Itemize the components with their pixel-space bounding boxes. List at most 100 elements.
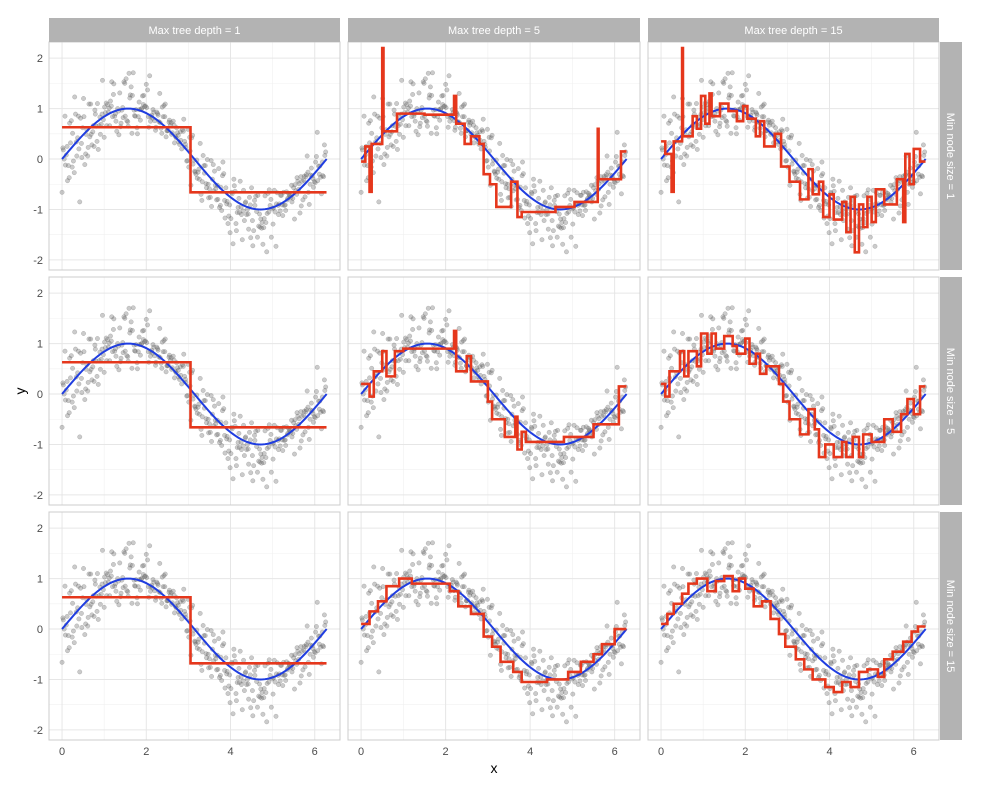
data-point (842, 434, 848, 440)
data-point (761, 584, 767, 590)
data-point (74, 623, 80, 629)
data-point (137, 352, 143, 358)
data-point (612, 415, 618, 421)
data-point (261, 686, 267, 691)
data-point (494, 410, 500, 416)
data-point (369, 600, 375, 606)
data-point (672, 111, 677, 117)
data-point (757, 595, 763, 601)
data-point (471, 375, 477, 381)
data-point (236, 445, 242, 450)
data-point (659, 147, 665, 153)
data-point (550, 463, 556, 469)
data-point (604, 623, 610, 629)
data-point (847, 705, 853, 711)
data-point (87, 369, 93, 375)
data-point (545, 696, 551, 702)
data-point (273, 713, 279, 719)
data-point (384, 379, 390, 385)
data-point (97, 366, 103, 372)
data-point (210, 397, 216, 403)
data-point (531, 418, 537, 424)
data-point (664, 163, 670, 169)
data-point (568, 196, 574, 202)
data-point (458, 365, 464, 371)
data-point (529, 426, 535, 432)
data-point (532, 423, 538, 429)
data-point (108, 573, 114, 579)
data-point (829, 241, 835, 247)
data-point (658, 659, 664, 665)
data-point (384, 623, 390, 629)
data-point (67, 355, 73, 361)
data-point (489, 602, 495, 608)
data-point (420, 79, 426, 85)
data-point (566, 187, 572, 193)
data-point (79, 390, 85, 395)
data-point (259, 220, 265, 226)
data-point (226, 213, 232, 219)
data-point (233, 698, 239, 704)
data-point (815, 401, 821, 407)
data-point (728, 365, 734, 371)
data-point (272, 209, 278, 215)
data-point (70, 393, 76, 399)
data-point (73, 111, 78, 117)
data-point (838, 707, 844, 713)
data-point (213, 421, 219, 427)
data-point (239, 447, 244, 452)
data-point (249, 185, 255, 191)
data-point (856, 459, 862, 465)
data-point (433, 595, 439, 601)
data-point (128, 84, 134, 90)
data-point (306, 201, 312, 207)
data-point (427, 319, 433, 325)
data-point (400, 369, 406, 375)
data-point (233, 228, 239, 234)
row-strip-label-1: Min node size = 1 (944, 113, 956, 200)
data-point (296, 416, 302, 422)
data-point (564, 719, 569, 725)
data-point (582, 437, 588, 443)
data-point (614, 364, 620, 370)
data-point (416, 560, 422, 566)
data-point (605, 659, 611, 665)
data-point (505, 416, 511, 422)
data-point (168, 355, 174, 361)
data-point (505, 181, 511, 187)
x-tick-label: 4 (527, 746, 533, 758)
data-point (922, 619, 928, 625)
data-point (756, 326, 762, 331)
data-point (836, 178, 842, 184)
data-point (118, 590, 124, 596)
data-point (565, 190, 571, 196)
data-point (373, 623, 379, 629)
data-point (437, 117, 443, 123)
data-point (910, 184, 915, 190)
data-point (394, 381, 400, 387)
data-point (675, 113, 680, 119)
data-point (129, 130, 135, 136)
data-point (202, 163, 208, 169)
data-point (227, 672, 233, 678)
data-point (199, 667, 205, 673)
data-point (142, 103, 148, 109)
data-point (581, 437, 587, 443)
data-point (538, 447, 544, 452)
data-point (166, 354, 172, 360)
data-point (791, 403, 797, 409)
data-point (420, 314, 426, 320)
y-tick-label: -2 (33, 490, 43, 502)
data-point (597, 210, 603, 216)
data-point (489, 132, 495, 138)
data-point (806, 656, 811, 662)
data-point (230, 711, 236, 717)
data-point (160, 114, 166, 120)
data-point (130, 540, 136, 546)
data-point (753, 344, 759, 350)
data-point (268, 234, 274, 240)
data-point (798, 667, 804, 673)
tree-fit-line (62, 125, 327, 194)
data-point (358, 424, 364, 430)
data-point (667, 140, 672, 146)
